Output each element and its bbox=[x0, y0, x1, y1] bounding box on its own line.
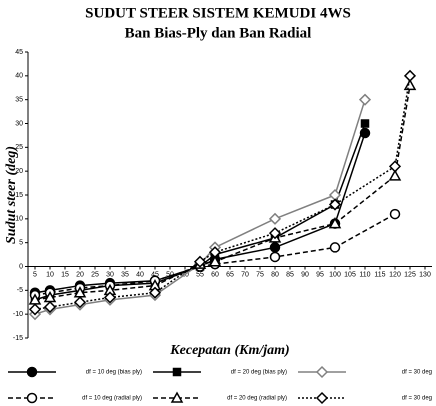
x-tick-label: 10 bbox=[46, 271, 54, 278]
chart-subtitle: Ban Bias-Ply dan Ban Radial bbox=[125, 25, 312, 41]
x-tick-label: 80 bbox=[271, 271, 279, 278]
x-tick-label: 95 bbox=[316, 271, 324, 278]
x-tick-label: 20 bbox=[76, 271, 84, 278]
y-tick-label: 40 bbox=[15, 73, 23, 80]
data-point bbox=[193, 255, 207, 268]
data-point bbox=[328, 198, 342, 211]
x-tick-label: 110 bbox=[359, 271, 370, 278]
data-point bbox=[389, 208, 401, 220]
x-tick-label: 105 bbox=[344, 271, 356, 278]
y-tick-label: -15 bbox=[13, 335, 23, 342]
x-tick-label: 120 bbox=[389, 271, 401, 278]
x-tick-label: 130 bbox=[419, 271, 431, 278]
legend-marker bbox=[315, 365, 329, 379]
x-tick-label: 25 bbox=[91, 271, 99, 278]
y-tick-label: -10 bbox=[13, 311, 23, 318]
y-tick-label: 20 bbox=[15, 168, 23, 175]
legend-marker bbox=[26, 392, 38, 404]
data-point bbox=[269, 242, 281, 253]
legend-marker bbox=[172, 367, 182, 377]
y-tick-label: 10 bbox=[15, 216, 23, 223]
y-tick-label: 45 bbox=[15, 49, 23, 56]
legend-label: df = 20 deg (bias ply) bbox=[231, 370, 287, 376]
data-point bbox=[268, 227, 282, 240]
chart-title: SUDUT STEER SISTEM KEMUDI 4WS bbox=[85, 5, 351, 21]
x-tick-label: 85 bbox=[286, 271, 294, 278]
data-point bbox=[28, 303, 42, 316]
y-tick-label: 5 bbox=[19, 240, 23, 247]
x-tick-label: 70 bbox=[241, 271, 249, 278]
y-axis-label: Sudut steer (deg) bbox=[4, 146, 19, 244]
data-point bbox=[208, 246, 222, 259]
y-tick-label: 30 bbox=[15, 120, 23, 127]
series-line bbox=[34, 213, 396, 296]
legend-label: df = 30 deg bbox=[402, 370, 432, 376]
legend-label: df = 20 deg (radial ply) bbox=[227, 396, 287, 402]
y-tick-label: 35 bbox=[15, 97, 23, 104]
x-tick-label: 115 bbox=[374, 271, 385, 278]
data-point bbox=[388, 160, 402, 173]
legend-marker bbox=[315, 391, 329, 405]
legend-label: df = 10 deg (radial ply) bbox=[82, 396, 142, 402]
x-tick-label: 15 bbox=[61, 271, 69, 278]
data-point bbox=[358, 93, 372, 106]
series-line bbox=[34, 99, 366, 315]
data-point bbox=[388, 169, 402, 181]
x-tick-label: 35 bbox=[121, 271, 129, 278]
data-point bbox=[329, 242, 341, 253]
y-tick-label: 15 bbox=[15, 192, 23, 199]
data-point bbox=[268, 212, 282, 225]
legend-marker bbox=[26, 366, 38, 378]
y-tick-label: 25 bbox=[15, 144, 23, 151]
data-point bbox=[328, 217, 342, 229]
x-tick-label: 65 bbox=[226, 271, 234, 278]
x-tick-label: 45 bbox=[151, 271, 159, 278]
legend-label: df = 30 deg bbox=[402, 396, 432, 402]
data-point bbox=[403, 78, 417, 91]
x-tick-label: 55 bbox=[196, 271, 204, 278]
x-tick-label: 30 bbox=[106, 271, 114, 278]
data-point bbox=[269, 251, 281, 263]
x-tick-label: 125 bbox=[404, 271, 416, 278]
x-tick-label: 100 bbox=[329, 271, 341, 278]
data-point bbox=[73, 296, 87, 309]
y-tick-label: -5 bbox=[17, 287, 23, 294]
x-tick-label: 60 bbox=[211, 271, 219, 278]
x-tick-label: 50 bbox=[166, 271, 174, 278]
x-tick-label: 90 bbox=[301, 271, 309, 278]
data-point bbox=[148, 286, 162, 299]
legend-marker bbox=[170, 391, 184, 403]
data-point bbox=[208, 255, 222, 267]
data-point bbox=[360, 119, 370, 128]
x-axis-label: Kecepatan (Km/jam) bbox=[169, 343, 289, 358]
data-point bbox=[43, 300, 57, 314]
x-tick-label: 40 bbox=[136, 271, 144, 278]
legend-label: df = 10 deg (bias ply) bbox=[86, 370, 142, 376]
x-tick-label: 75 bbox=[256, 271, 264, 278]
x-tick-label: 5 bbox=[33, 271, 37, 278]
data-point bbox=[103, 291, 117, 304]
data-point bbox=[403, 69, 417, 82]
y-tick-label: 0 bbox=[19, 263, 23, 270]
